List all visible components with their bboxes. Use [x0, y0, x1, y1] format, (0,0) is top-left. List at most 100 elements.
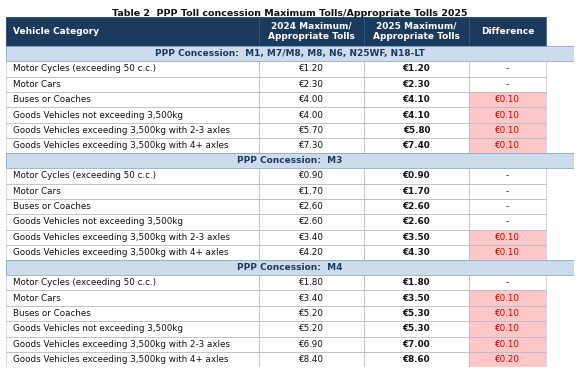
Text: €4.00: €4.00	[299, 95, 324, 104]
Text: €3.50: €3.50	[403, 293, 430, 303]
Bar	[259, 138, 364, 154]
Text: €0.10: €0.10	[495, 309, 520, 318]
Text: €5.70: €5.70	[299, 126, 324, 135]
Text: €0.10: €0.10	[495, 95, 520, 104]
Text: -: -	[506, 171, 509, 180]
Text: -: -	[506, 80, 509, 89]
Bar	[469, 107, 546, 123]
Bar	[6, 17, 259, 46]
Text: €7.40: €7.40	[403, 141, 430, 150]
Bar	[364, 168, 469, 184]
Bar	[469, 168, 546, 184]
Text: Goods Vehicles exceeding 3,500kg with 2-3 axles: Goods Vehicles exceeding 3,500kg with 2-…	[13, 233, 230, 242]
Bar	[6, 107, 259, 123]
Text: €0.90: €0.90	[403, 171, 430, 180]
Bar	[6, 123, 259, 138]
Bar	[6, 46, 574, 61]
Bar	[469, 168, 546, 184]
Bar	[469, 290, 546, 306]
Bar	[259, 321, 364, 336]
Text: €1.20: €1.20	[299, 65, 324, 73]
Bar	[259, 352, 364, 367]
Text: PPP Concession:  M3: PPP Concession: M3	[237, 156, 343, 165]
Bar	[364, 306, 469, 321]
Text: -: -	[506, 278, 509, 287]
Bar	[6, 138, 259, 154]
Bar	[469, 107, 546, 123]
Bar	[364, 336, 469, 352]
Bar	[469, 321, 546, 336]
Bar	[259, 306, 364, 321]
Bar	[6, 61, 259, 76]
Bar	[469, 123, 546, 138]
Bar	[259, 245, 364, 260]
Text: Motor Cycles (exceeding 50 c.c.): Motor Cycles (exceeding 50 c.c.)	[13, 278, 156, 287]
Bar	[259, 275, 364, 290]
Text: -: -	[506, 217, 509, 226]
Bar	[364, 123, 469, 138]
Bar	[6, 290, 259, 306]
Text: €1.80: €1.80	[299, 278, 324, 287]
Bar	[469, 290, 546, 306]
Bar	[6, 123, 259, 138]
Bar	[364, 61, 469, 76]
Bar	[469, 199, 546, 214]
Bar	[364, 352, 469, 367]
Text: €4.10: €4.10	[403, 95, 430, 104]
Bar	[6, 352, 259, 367]
Text: €4.00: €4.00	[299, 111, 324, 119]
Bar	[6, 336, 259, 352]
Text: €0.90: €0.90	[299, 171, 324, 180]
Bar	[364, 76, 469, 92]
Bar	[6, 76, 259, 92]
Bar	[469, 306, 546, 321]
Bar	[364, 321, 469, 336]
Text: €4.10: €4.10	[403, 111, 430, 119]
Bar	[259, 306, 364, 321]
Bar	[6, 138, 259, 154]
Bar	[364, 306, 469, 321]
Text: €1.80: €1.80	[403, 278, 430, 287]
Bar	[364, 184, 469, 199]
Bar	[469, 76, 546, 92]
Bar	[6, 245, 259, 260]
Bar	[364, 245, 469, 260]
Text: €8.40: €8.40	[299, 355, 324, 364]
Text: -: -	[506, 202, 509, 211]
Bar	[469, 230, 546, 245]
Bar	[364, 336, 469, 352]
Text: Buses or Coaches: Buses or Coaches	[13, 202, 90, 211]
Bar	[469, 17, 546, 46]
Bar	[469, 352, 546, 367]
Bar	[469, 61, 546, 76]
Bar	[364, 76, 469, 92]
Text: €5.80: €5.80	[403, 126, 430, 135]
Bar	[469, 245, 546, 260]
Text: Motor Cars: Motor Cars	[13, 187, 60, 196]
Bar	[6, 275, 259, 290]
Bar	[469, 138, 546, 154]
Text: Goods Vehicles not exceeding 3,500kg: Goods Vehicles not exceeding 3,500kg	[13, 217, 183, 226]
Bar	[259, 199, 364, 214]
Bar	[6, 275, 259, 290]
Text: Motor Cars: Motor Cars	[13, 293, 60, 303]
Text: €0.10: €0.10	[495, 293, 520, 303]
Bar	[6, 336, 259, 352]
Bar	[6, 199, 259, 214]
Text: €6.90: €6.90	[299, 340, 324, 349]
Bar	[6, 260, 574, 275]
Bar	[259, 92, 364, 107]
Bar	[259, 76, 364, 92]
Text: €8.60: €8.60	[403, 355, 430, 364]
Bar	[469, 306, 546, 321]
Bar	[469, 123, 546, 138]
Text: Goods Vehicles not exceeding 3,500kg: Goods Vehicles not exceeding 3,500kg	[13, 111, 183, 119]
Text: €2.60: €2.60	[403, 217, 430, 226]
Text: €0.20: €0.20	[495, 355, 520, 364]
Bar	[6, 230, 259, 245]
Text: Difference: Difference	[481, 27, 534, 36]
Bar	[364, 138, 469, 154]
Bar	[259, 336, 364, 352]
Bar	[469, 352, 546, 367]
Bar	[259, 214, 364, 230]
